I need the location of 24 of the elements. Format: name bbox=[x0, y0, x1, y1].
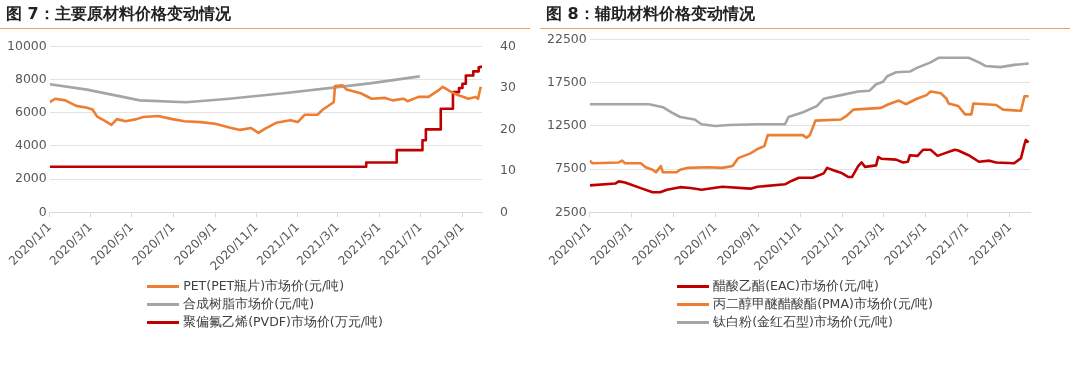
y2-tick-label: 20 bbox=[500, 120, 517, 136]
y2-tick-label: 40 bbox=[500, 37, 517, 53]
y-tick-label: 17500 bbox=[547, 73, 587, 89]
legend-label: 合成树脂市场价(元/吨) bbox=[183, 295, 315, 313]
legend-label: 醋酸乙酯(EAC)市场价(元/吨) bbox=[713, 277, 879, 295]
y-tick-label: 2000 bbox=[14, 170, 47, 186]
y2-tick-label: 10 bbox=[500, 162, 517, 178]
y-tick-label: 7500 bbox=[554, 160, 587, 176]
y-tick-label: 10000 bbox=[7, 37, 47, 53]
chart-title: 图 7：主要原材料价格变动情况 bbox=[0, 0, 530, 29]
y2-tick-label: 0 bbox=[500, 203, 509, 219]
legend-label: 钛白粉(金红石型)市场价(元/吨) bbox=[713, 313, 893, 331]
y-tick-label: 22500 bbox=[547, 30, 587, 46]
chart-title: 图 8：辅助材料价格变动情况 bbox=[540, 0, 1070, 29]
y-tick-label: 0 bbox=[38, 203, 47, 219]
y-tick-label: 12500 bbox=[547, 117, 587, 133]
y-tick-label: 6000 bbox=[14, 104, 47, 120]
y-tick-label: 8000 bbox=[14, 70, 47, 86]
y-tick-label: 2500 bbox=[554, 203, 587, 219]
y2-tick-label: 30 bbox=[500, 79, 517, 95]
legend-label: PET(PET瓶片)市场价(元/吨) bbox=[183, 277, 345, 295]
y-tick-label: 4000 bbox=[14, 137, 47, 153]
legend-label: 丙二醇甲醚醋酸酯(PMA)市场价(元/吨) bbox=[713, 295, 933, 313]
legend-label: 聚偏氟乙烯(PVDF)市场价(万元/吨) bbox=[183, 313, 383, 331]
